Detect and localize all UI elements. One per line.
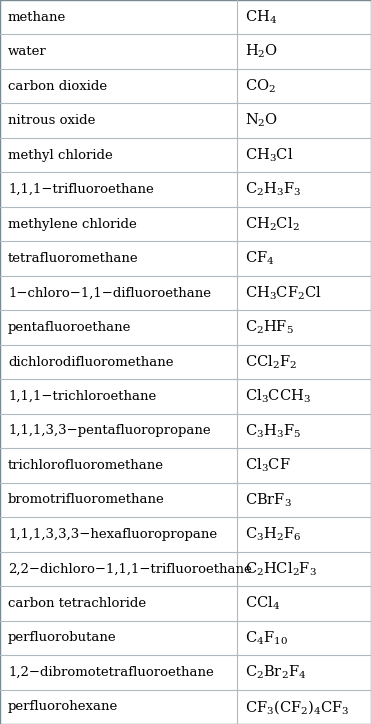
Text: $\mathregular{C_2H_3F_3}$: $\mathregular{C_2H_3F_3}$ <box>245 181 301 198</box>
Text: dichlorodifluoromethane: dichlorodifluoromethane <box>8 355 174 369</box>
Text: carbon dioxide: carbon dioxide <box>8 80 107 93</box>
Text: $\mathregular{C_4F_{10}}$: $\mathregular{C_4F_{10}}$ <box>245 629 288 647</box>
Text: nitrous oxide: nitrous oxide <box>8 114 95 127</box>
Text: water: water <box>8 45 47 58</box>
Text: carbon tetrachloride: carbon tetrachloride <box>8 597 146 610</box>
Text: 1,2−dibromotetrafluoroethane: 1,2−dibromotetrafluoroethane <box>8 666 214 679</box>
Text: $\mathregular{CH_3CF_2Cl}$: $\mathregular{CH_3CF_2Cl}$ <box>245 285 322 302</box>
Text: $\mathregular{CCl_4}$: $\mathregular{CCl_4}$ <box>245 594 280 612</box>
Text: pentafluoroethane: pentafluoroethane <box>8 321 131 334</box>
Text: bromotrifluoromethane: bromotrifluoromethane <box>8 493 165 506</box>
Text: 2,2−dichloro−1,1,1−trifluoroethane: 2,2−dichloro−1,1,1−trifluoroethane <box>8 563 252 576</box>
Text: $\mathregular{CF_3(CF_2)_4CF_3}$: $\mathregular{CF_3(CF_2)_4CF_3}$ <box>245 698 349 715</box>
Text: 1,1,1,3,3−pentafluoropropane: 1,1,1,3,3−pentafluoropropane <box>8 424 211 437</box>
Text: $\mathregular{N_2O}$: $\mathregular{N_2O}$ <box>245 112 278 130</box>
Text: methyl chloride: methyl chloride <box>8 148 113 161</box>
Text: 1,1,1−trifluoroethane: 1,1,1−trifluoroethane <box>8 183 154 196</box>
Text: methylene chloride: methylene chloride <box>8 218 137 231</box>
Text: $\mathregular{Cl_3CF}$: $\mathregular{Cl_3CF}$ <box>245 457 290 474</box>
Text: methane: methane <box>8 11 66 24</box>
Text: $\mathregular{CH_4}$: $\mathregular{CH_4}$ <box>245 9 277 26</box>
Text: $\mathregular{C_3H_3F_5}$: $\mathregular{C_3H_3F_5}$ <box>245 422 301 439</box>
Text: perfluorobutane: perfluorobutane <box>8 631 116 644</box>
Text: $\mathregular{Cl_3CCH_3}$: $\mathregular{Cl_3CCH_3}$ <box>245 388 311 405</box>
Text: $\mathregular{H_2O}$: $\mathregular{H_2O}$ <box>245 43 278 60</box>
Text: perfluorohexane: perfluorohexane <box>8 700 118 713</box>
Text: 1,1,1,3,3,3−hexafluoropropane: 1,1,1,3,3,3−hexafluoropropane <box>8 528 217 541</box>
Text: $\mathregular{C_2HCl_2F_3}$: $\mathregular{C_2HCl_2F_3}$ <box>245 560 317 578</box>
Text: $\mathregular{C_3H_2F_6}$: $\mathregular{C_3H_2F_6}$ <box>245 526 301 543</box>
Text: $\mathregular{CCl_2F_2}$: $\mathregular{CCl_2F_2}$ <box>245 353 297 371</box>
Text: $\mathregular{CH_2Cl_2}$: $\mathregular{CH_2Cl_2}$ <box>245 216 299 233</box>
Text: $\mathregular{CO_2}$: $\mathregular{CO_2}$ <box>245 77 276 95</box>
Text: tetrafluoromethane: tetrafluoromethane <box>8 252 139 265</box>
Text: $\mathregular{CF_4}$: $\mathregular{CF_4}$ <box>245 250 274 267</box>
Text: trichlorofluoromethane: trichlorofluoromethane <box>8 459 164 472</box>
Text: 1−chloro−1,1−difluoroethane: 1−chloro−1,1−difluoroethane <box>8 287 211 300</box>
Text: $\mathregular{C_2HF_5}$: $\mathregular{C_2HF_5}$ <box>245 319 294 336</box>
Text: $\mathregular{CBrF_3}$: $\mathregular{CBrF_3}$ <box>245 491 292 508</box>
Text: 1,1,1−trichloroethane: 1,1,1−trichloroethane <box>8 390 156 403</box>
Text: $\mathregular{CH_3Cl}$: $\mathregular{CH_3Cl}$ <box>245 146 293 164</box>
Text: $\mathregular{C_2Br_2F_4}$: $\mathregular{C_2Br_2F_4}$ <box>245 664 306 681</box>
